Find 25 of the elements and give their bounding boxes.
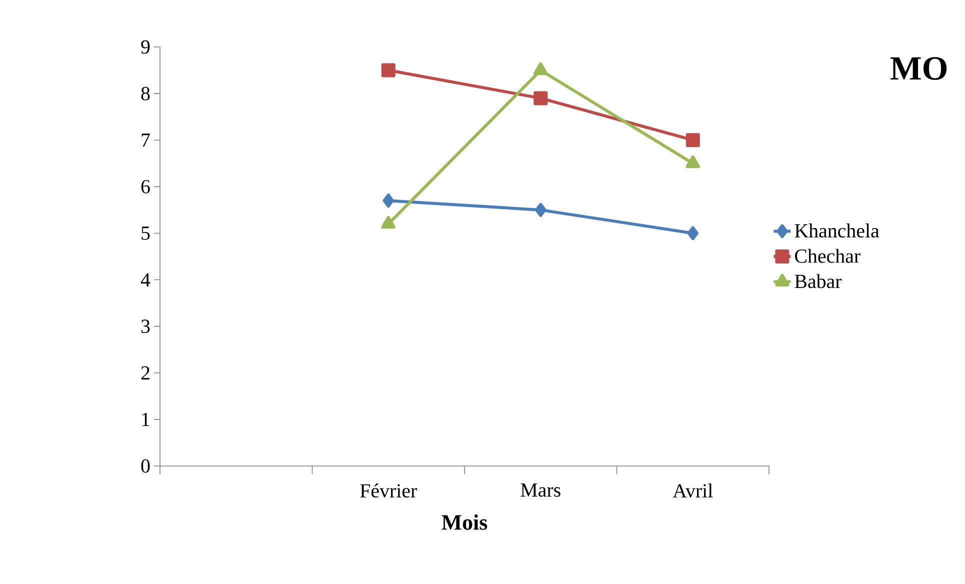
y-tick-label: 0 — [141, 459, 150, 473]
x-axis-title: Mois — [442, 514, 488, 530]
y-tick-label: 2 — [141, 366, 150, 380]
y-tick-label: 7 — [142, 134, 150, 147]
x-tick-label: Mars — [520, 484, 560, 497]
point — [381, 63, 396, 78]
legend-label: Khanchela — [794, 224, 880, 238]
legend-label: Chechar — [795, 248, 860, 263]
x-tick-label: Février — [360, 484, 417, 498]
y-tick-label: 1 — [142, 412, 150, 426]
y-tick-label: 3 — [141, 320, 150, 334]
y-tick-label: 8 — [141, 86, 150, 100]
legend-label: Babar — [794, 274, 842, 288]
point — [382, 194, 394, 208]
point — [534, 91, 548, 106]
point — [687, 226, 699, 240]
point — [686, 133, 700, 148]
y-tick-label: 6 — [141, 180, 150, 194]
y-tick-label: 4 — [140, 273, 150, 286]
x-tick-label: Avril — [672, 484, 713, 498]
y-tick-label: 9 — [141, 40, 150, 54]
point — [534, 62, 548, 76]
y-tick-label: 5 — [142, 226, 150, 240]
text: MO — [890, 57, 947, 80]
point — [535, 202, 546, 217]
